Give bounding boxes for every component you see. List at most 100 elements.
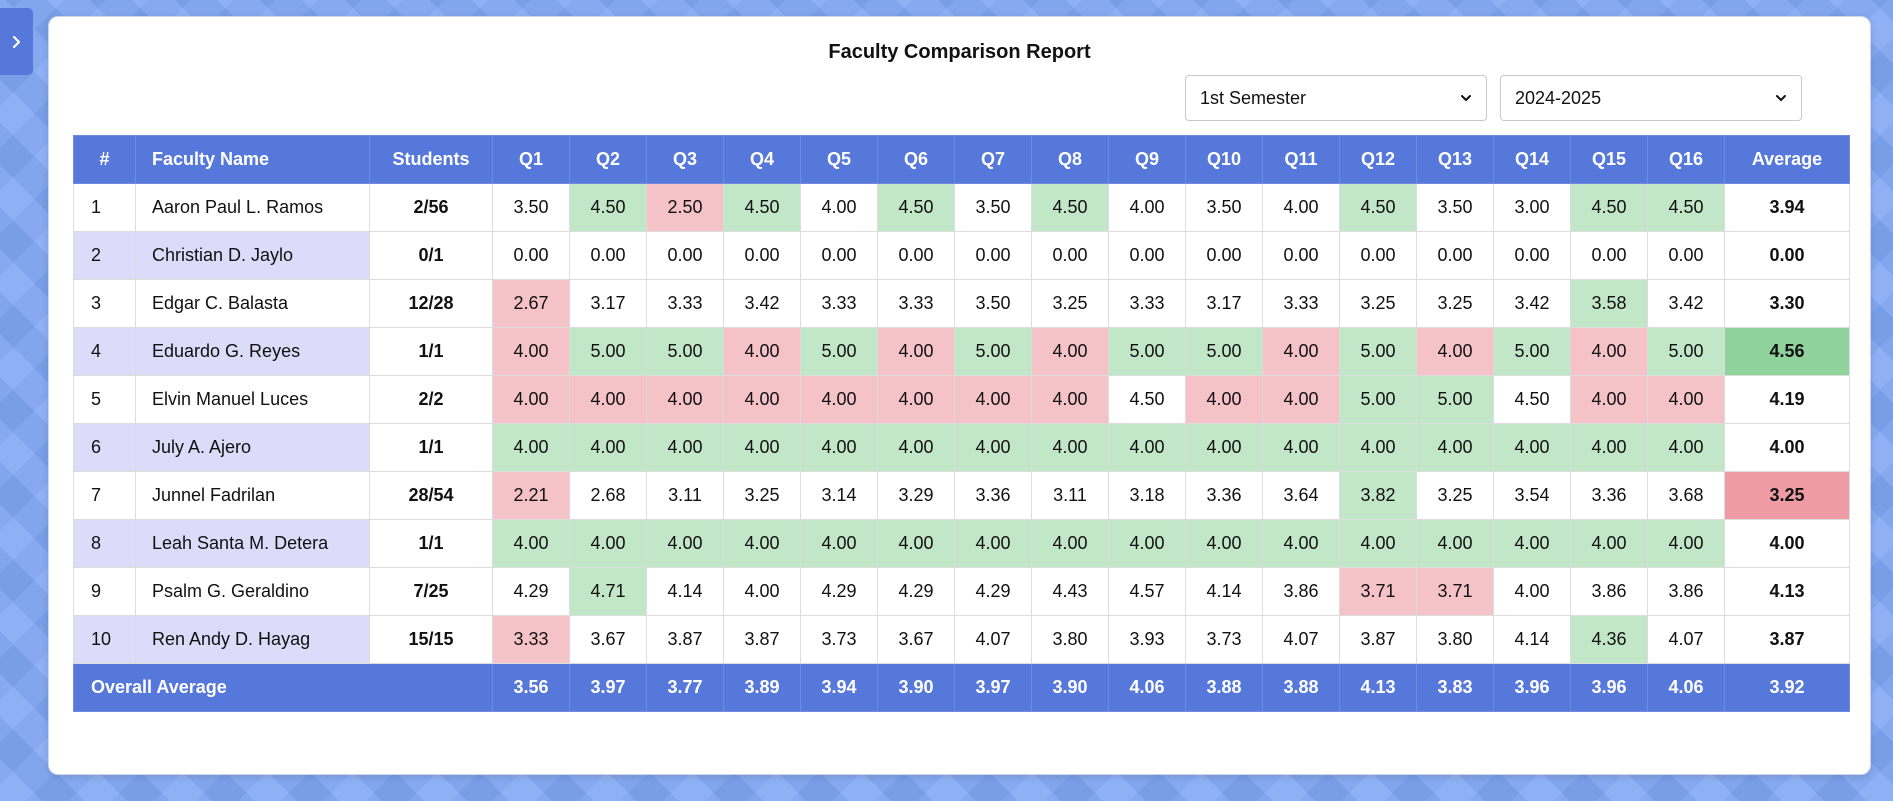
score-cell: 4.00 <box>1493 423 1571 472</box>
score-cell: 4.00 <box>1262 423 1340 472</box>
score-cell: 4.29 <box>492 567 570 616</box>
faculty-name: Aaron Paul L. Ramos <box>135 183 370 232</box>
students-count: 7/25 <box>369 567 493 616</box>
score-cell: 4.00 <box>1031 375 1109 424</box>
score-cell: 3.25 <box>723 471 801 520</box>
overall-score-cell: 3.96 <box>1493 663 1571 712</box>
column-header: Q15 <box>1570 135 1648 184</box>
students-count: 28/54 <box>369 471 493 520</box>
students-count: 2/2 <box>369 375 493 424</box>
score-cell: 4.00 <box>646 423 724 472</box>
score-cell: 3.71 <box>1416 567 1494 616</box>
year-select[interactable]: 2024-2025 <box>1500 75 1802 121</box>
score-cell: 3.17 <box>1185 279 1263 328</box>
score-cell: 3.17 <box>569 279 647 328</box>
students-count: 0/1 <box>369 231 493 280</box>
score-cell: 4.00 <box>723 327 801 376</box>
faculty-name: Elvin Manuel Luces <box>135 375 370 424</box>
score-cell: 4.29 <box>800 567 878 616</box>
score-cell: 4.00 <box>877 519 955 568</box>
average-cell: 4.56 <box>1724 327 1850 376</box>
row-number: 6 <box>73 423 136 472</box>
score-cell: 3.87 <box>646 615 724 664</box>
score-cell: 4.00 <box>492 375 570 424</box>
column-header: Q16 <box>1647 135 1725 184</box>
score-cell: 5.00 <box>954 327 1032 376</box>
overall-score-cell: 4.13 <box>1339 663 1417 712</box>
score-cell: 5.00 <box>1493 327 1571 376</box>
score-cell: 4.50 <box>1570 183 1648 232</box>
score-cell: 0.00 <box>877 231 955 280</box>
score-cell: 3.80 <box>1416 615 1494 664</box>
score-cell: 4.00 <box>1570 423 1648 472</box>
row-number: 10 <box>73 615 136 664</box>
score-cell: 4.00 <box>1262 519 1340 568</box>
score-cell: 3.36 <box>954 471 1032 520</box>
faculty-name: July A. Ajero <box>135 423 370 472</box>
students-count: 12/28 <box>369 279 493 328</box>
score-cell: 4.00 <box>1108 423 1186 472</box>
students-count: 15/15 <box>369 615 493 664</box>
table-row: 2 Christian D. Jaylo 0/1 0.00 0.00 0.00 0.00 0.… <box>73 231 1850 280</box>
score-cell: 4.00 <box>877 375 955 424</box>
semester-select[interactable]: 1st Semester <box>1185 75 1487 121</box>
faculty-name: Leah Santa M. Detera <box>135 519 370 568</box>
faculty-name: Edgar C. Balasta <box>135 279 370 328</box>
score-cell: 5.00 <box>1108 327 1186 376</box>
score-cell: 3.50 <box>954 183 1032 232</box>
table-row: 8 Leah Santa M. Detera 1/1 4.00 4.00 4.00 4.00… <box>73 519 1850 568</box>
score-cell: 4.07 <box>1262 615 1340 664</box>
score-cell: 3.42 <box>1647 279 1725 328</box>
score-cell: 4.00 <box>877 423 955 472</box>
score-cell: 4.00 <box>723 423 801 472</box>
score-cell: 5.00 <box>1416 375 1494 424</box>
score-cell: 3.93 <box>1108 615 1186 664</box>
students-count: 1/1 <box>369 327 493 376</box>
score-cell: 4.50 <box>877 183 955 232</box>
table-row: 5 Elvin Manuel Luces 2/2 4.00 4.00 4.00 4.00 4.… <box>73 375 1850 424</box>
column-header: Students <box>369 135 493 184</box>
overall-score-cell: 3.96 <box>1570 663 1648 712</box>
score-cell: 3.25 <box>1339 279 1417 328</box>
faculty-comparison-table: # Faculty Name Students Q1 Q2 Q3 Q4 Q5 Q6 Q7 Q8 Q9 Q… <box>73 135 1850 712</box>
column-header: Q8 <box>1031 135 1109 184</box>
column-header: Q4 <box>723 135 801 184</box>
score-cell: 4.00 <box>1262 375 1340 424</box>
overall-score-cell: 3.97 <box>954 663 1032 712</box>
average-cell: 0.00 <box>1724 231 1850 280</box>
score-cell: 4.00 <box>1647 519 1725 568</box>
faculty-name: Junnel Fadrilan <box>135 471 370 520</box>
score-cell: 0.00 <box>1262 231 1340 280</box>
score-cell: 4.71 <box>569 567 647 616</box>
score-cell: 4.00 <box>723 567 801 616</box>
score-cell: 3.64 <box>1262 471 1340 520</box>
semester-select-value: 1st Semester <box>1200 87 1307 108</box>
score-cell: 4.29 <box>877 567 955 616</box>
column-header: Average <box>1724 135 1850 184</box>
score-cell: 3.33 <box>1108 279 1186 328</box>
score-cell: 4.00 <box>492 327 570 376</box>
score-cell: 2.67 <box>492 279 570 328</box>
row-number: 4 <box>73 327 136 376</box>
average-cell: 4.13 <box>1724 567 1850 616</box>
score-cell: 0.00 <box>1108 231 1186 280</box>
score-cell: 0.00 <box>1416 231 1494 280</box>
score-cell: 3.14 <box>800 471 878 520</box>
table-row: 6 July A. Ajero 1/1 4.00 4.00 4.00 4.00 4.00 4.0… <box>73 423 1850 472</box>
score-cell: 4.00 <box>1185 423 1263 472</box>
score-cell: 3.33 <box>1262 279 1340 328</box>
sidebar-toggle-button[interactable] <box>0 8 33 75</box>
column-header: Faculty Name <box>135 135 370 184</box>
score-cell: 0.00 <box>1493 231 1571 280</box>
score-cell: 4.00 <box>800 423 878 472</box>
score-cell: 4.50 <box>1108 375 1186 424</box>
score-cell: 3.86 <box>1647 567 1725 616</box>
score-cell: 3.71 <box>1339 567 1417 616</box>
table-row: 3 Edgar C. Balasta 12/28 2.67 3.17 3.33 3.42 3.… <box>73 279 1850 328</box>
faculty-name: Christian D. Jaylo <box>135 231 370 280</box>
score-cell: 4.00 <box>1185 519 1263 568</box>
score-cell: 2.21 <box>492 471 570 520</box>
score-cell: 4.00 <box>800 519 878 568</box>
score-cell: 3.29 <box>877 471 955 520</box>
score-cell: 4.00 <box>1031 519 1109 568</box>
